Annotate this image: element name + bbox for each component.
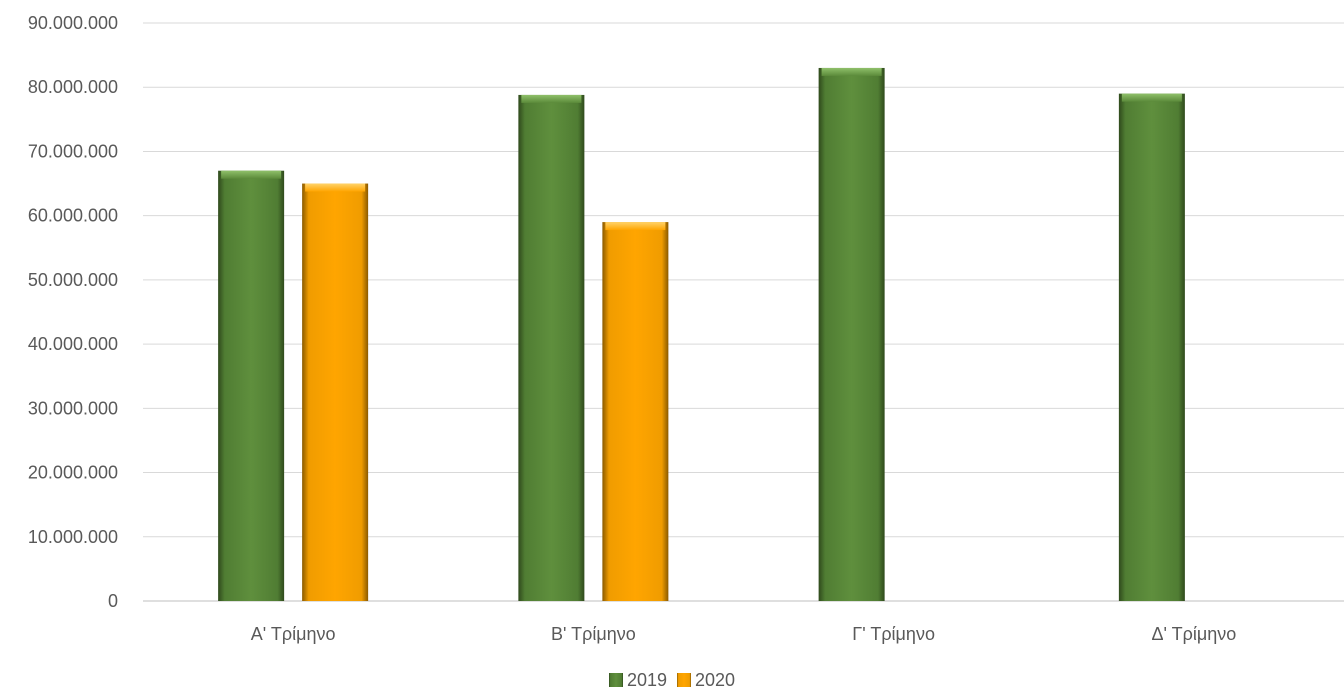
bar-body bbox=[218, 170, 285, 601]
bar-2019-4 bbox=[1118, 93, 1185, 602]
x-tick-label: Δ' Τρίμηνο bbox=[1151, 624, 1236, 644]
bar-bevel bbox=[605, 222, 666, 231]
bar-bevel bbox=[221, 170, 282, 179]
bar-body bbox=[602, 222, 669, 602]
x-tick-label: Α' Τρίμηνο bbox=[251, 624, 336, 644]
bar-bevel bbox=[521, 94, 582, 103]
y-tick-label: 90.000.000 bbox=[28, 13, 118, 33]
bar-body bbox=[818, 67, 885, 601]
x-tick-label: Γ' Τρίμηνο bbox=[852, 624, 935, 644]
y-tick-label: 80.000.000 bbox=[28, 77, 118, 97]
y-tick-label: 70.000.000 bbox=[28, 141, 118, 161]
legend-swatch bbox=[609, 673, 623, 687]
bar-bevel bbox=[821, 67, 882, 76]
legend-label: 2019 bbox=[627, 670, 667, 690]
y-tick-label: 20.000.000 bbox=[28, 463, 118, 483]
bar-2019-2 bbox=[518, 94, 585, 601]
y-tick-label: 60.000.000 bbox=[28, 206, 118, 226]
bar-bevel bbox=[1121, 93, 1182, 102]
legend-swatch bbox=[677, 673, 691, 687]
bar-2020-1 bbox=[302, 183, 369, 602]
legend-item-2019: 2019 bbox=[609, 670, 667, 690]
bar-2019-1 bbox=[218, 170, 285, 601]
bar-2019-3 bbox=[818, 67, 885, 601]
y-tick-label: 0 bbox=[108, 591, 118, 611]
legend-item-2020: 2020 bbox=[677, 670, 735, 690]
x-tick-label: Β' Τρίμηνο bbox=[551, 624, 636, 644]
legend-label: 2020 bbox=[695, 670, 735, 690]
bar-body bbox=[1118, 93, 1185, 602]
y-tick-label: 10.000.000 bbox=[28, 527, 118, 547]
bar-2020-2 bbox=[602, 222, 669, 602]
bar-body bbox=[518, 94, 585, 601]
bar-bevel bbox=[305, 183, 366, 192]
y-tick-label: 50.000.000 bbox=[28, 270, 118, 290]
y-tick-label: 30.000.000 bbox=[28, 398, 118, 418]
y-tick-label: 40.000.000 bbox=[28, 334, 118, 354]
bar-body bbox=[302, 183, 369, 602]
